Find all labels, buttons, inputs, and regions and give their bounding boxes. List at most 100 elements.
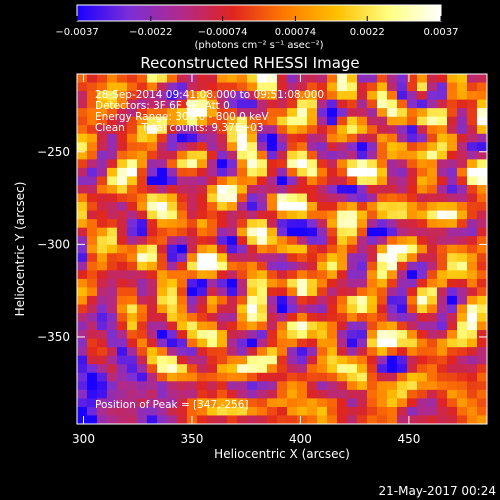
heatmap-cell [87,159,98,169]
heatmap-cell [187,330,198,340]
heatmap-cell [467,321,478,331]
heatmap-cell [157,244,168,254]
heatmap-cell [377,313,388,323]
heatmap-cell [387,338,398,348]
heatmap-cell [437,150,448,160]
heatmap-cell [267,176,278,186]
heatmap-cell [247,244,258,254]
heatmap-cell [117,133,128,143]
heatmap-cell [107,150,118,160]
heatmap-cell [277,330,288,340]
heatmap-cell [427,372,438,382]
heatmap-cell [457,261,468,271]
heatmap-cell [387,304,398,314]
heatmap-cell [467,202,478,212]
heatmap-cell [97,381,108,391]
heatmap-cell [447,116,458,126]
heatmap-cell [317,321,328,331]
heatmap-cell [77,244,88,254]
heatmap-cell [107,133,118,143]
heatmap-cell [117,176,128,186]
heatmap-cell [207,176,218,186]
heatmap-cell [97,99,108,109]
heatmap-cell [397,304,408,314]
heatmap-cell [237,82,248,92]
heatmap-cell [247,355,258,365]
heatmap-cell [317,381,328,391]
heatmap-cell [357,193,368,203]
heatmap-cell [357,125,368,135]
heatmap-cell [97,82,108,92]
heatmap-cell [77,167,88,178]
heatmap-cell [127,372,138,382]
heatmap-cell [77,74,88,84]
heatmap-cell [297,415,308,424]
heatmap-cell [277,372,288,382]
heatmap-cell [207,313,218,323]
heatmap-cell [117,227,128,237]
heatmap-cell [357,176,368,186]
heatmap-cell [447,347,458,357]
heatmap-cell [187,321,198,331]
heatmap-cell [157,398,168,408]
heatmap-cell [397,381,408,391]
heatmap-cell [197,184,208,195]
heatmap-cell [327,295,338,306]
heatmap-cell [247,236,258,246]
heatmap-cell [197,125,208,135]
colorbar-tick-label: 0.0022 [350,27,385,38]
heatmap-cell [317,150,328,160]
heatmap-cell [127,99,138,109]
heatmap-cell [337,108,348,118]
heatmap-cell [257,253,268,263]
heatmap-cell [177,278,188,289]
heatmap-cell [187,167,198,178]
heatmap-cell [77,406,88,417]
heatmap-cell [127,244,138,254]
heatmap-cell [447,338,458,348]
heatmap-cell [107,372,118,382]
heatmap-cell [317,287,328,297]
heatmap-cell [267,108,278,118]
heatmap-cell [167,415,178,424]
heatmap-cell [437,193,448,203]
heatmap-cell [467,244,478,254]
heatmap-cell [337,261,348,271]
heatmap-cell [137,295,148,306]
heatmap-cell [97,236,108,246]
heatmap-cell [267,244,278,254]
heatmap-cell [217,287,228,297]
heatmap-cell [307,74,318,84]
heatmap-cell [337,295,348,306]
heatmap-cell [217,159,228,169]
heatmap-cell [327,176,338,186]
heatmap-cell [317,253,328,263]
heatmap-cell [427,347,438,357]
heatmap-cell [387,372,398,382]
heatmap-cell [187,347,198,357]
heatmap-cell [367,304,378,314]
heatmap-cell [377,193,388,203]
heatmap-cell [87,287,98,297]
heatmap-cell [197,295,208,306]
heatmap-cell [167,99,178,109]
heatmap-cell [327,227,338,237]
heatmap-cell [127,355,138,365]
heatmap-cell [197,82,208,92]
heatmap-cell [227,398,238,408]
heatmap-cell [147,347,158,357]
heatmap-cell [157,116,168,126]
heatmap-cell [237,372,248,382]
heatmap-cell [377,304,388,314]
heatmap-cell [477,236,487,246]
heatmap-cell [137,304,148,314]
heatmap-cell [87,330,98,340]
heatmap-cell [427,389,438,399]
heatmap-cell [257,108,268,118]
heatmap-cell [237,415,248,424]
heatmap-cell [377,389,388,399]
heatmap-cell [97,338,108,348]
heatmap-cell [97,176,108,186]
heatmap-cell [437,184,448,195]
